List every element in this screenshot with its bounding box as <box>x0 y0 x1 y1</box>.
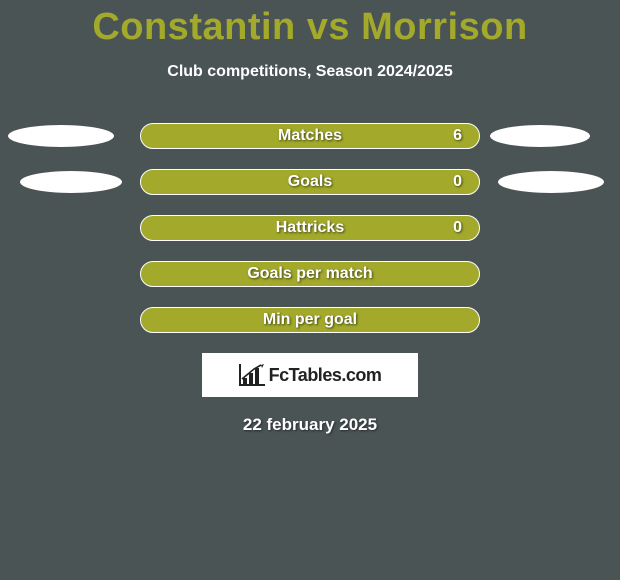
stats-rows: Matches6 Goals0 Hattricks0 Goals per match M… <box>0 123 620 333</box>
stat-bar <box>140 123 480 149</box>
stat-row: Min per goal <box>0 307 620 333</box>
stat-row: Goals per match <box>0 261 620 287</box>
side-ellipse <box>498 171 604 193</box>
side-ellipse <box>20 171 122 193</box>
logo: FcTables.com <box>239 364 382 386</box>
stat-row: Goals0 <box>0 169 620 195</box>
logo-box: FcTables.com <box>202 353 418 397</box>
side-ellipse <box>8 125 114 147</box>
stat-row: Matches6 <box>0 123 620 149</box>
stat-bar <box>140 261 480 287</box>
stat-row: Hattricks0 <box>0 215 620 241</box>
stat-bar <box>140 307 480 333</box>
date-text: 22 february 2025 <box>0 415 620 435</box>
logo-text: FcTables.com <box>269 365 382 386</box>
stat-value-right: 6 <box>453 123 462 149</box>
stat-bar <box>140 215 480 241</box>
stat-value-right: 0 <box>453 169 462 195</box>
logo-chart-icon <box>239 364 265 386</box>
page-title: Constantin vs Morrison <box>0 0 620 49</box>
stat-bar <box>140 169 480 195</box>
stat-value-right: 0 <box>453 215 462 241</box>
side-ellipse <box>490 125 590 147</box>
subtitle: Club competitions, Season 2024/2025 <box>0 63 620 81</box>
